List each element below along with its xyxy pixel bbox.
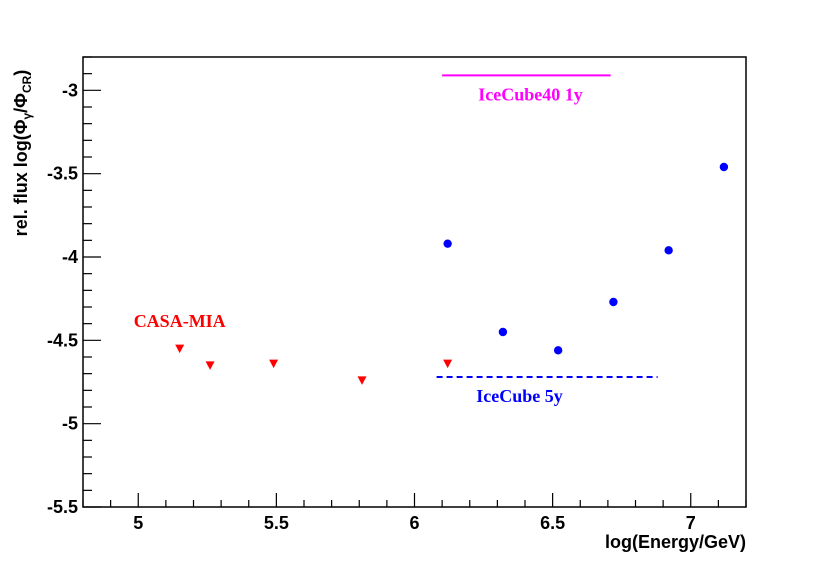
x-tick-label: 6 bbox=[409, 513, 419, 533]
limit-lines bbox=[436, 74, 658, 378]
data-point bbox=[498, 327, 508, 337]
x-tick-label: 7 bbox=[686, 513, 696, 533]
annotation-label: IceCube40 1y bbox=[478, 84, 583, 104]
data-point bbox=[609, 297, 618, 307]
y-axis-ticks bbox=[83, 56, 101, 508]
y-tick-label: -5 bbox=[62, 414, 78, 434]
data-point bbox=[553, 346, 563, 355]
y-axis-title-slash: / bbox=[11, 108, 31, 113]
casa-mia-point bbox=[205, 361, 215, 370]
data-point bbox=[664, 246, 673, 255]
y-tick-label: -5.5 bbox=[47, 497, 78, 517]
y-axis-title-phi-2: Φ bbox=[11, 93, 31, 108]
y-tick-label: -4.5 bbox=[47, 330, 78, 350]
annotation-label: CASA-MIA bbox=[134, 311, 226, 331]
annotation-label: IceCube 5y bbox=[476, 386, 563, 406]
y-tick-label: -3 bbox=[62, 80, 78, 100]
y-axis-title-cr: CR bbox=[20, 75, 34, 93]
y-tick-label: -4 bbox=[62, 247, 78, 267]
y-axis-title-prefix: rel. flux log( bbox=[11, 134, 31, 236]
casa-mia-point bbox=[443, 359, 453, 369]
casa-mia-point bbox=[269, 359, 279, 369]
data-point bbox=[443, 239, 452, 248]
y-tick-label: -3.5 bbox=[47, 164, 78, 184]
y-axis-title-phi: Φ bbox=[11, 119, 31, 134]
casa-mia-point bbox=[175, 344, 185, 354]
x-tick-label: 6.5 bbox=[540, 513, 565, 533]
x-tick-label: 5.5 bbox=[264, 513, 289, 533]
annotations: IceCube40 1y IceCube 5y CASA-MIA bbox=[134, 84, 583, 406]
data-points bbox=[175, 162, 729, 385]
casa-mia-point bbox=[357, 376, 367, 385]
y-axis-tick-labels: -5.5 -5 -4.5 -4 -3.5 -3 bbox=[47, 80, 78, 517]
y-axis-title-gamma: γ bbox=[20, 113, 34, 120]
plot-frame bbox=[82, 56, 747, 508]
x-tick-label: 5 bbox=[133, 513, 143, 533]
data-point bbox=[719, 162, 729, 172]
x-axis-ticks bbox=[82, 493, 747, 507]
y-axis-title-suffix: ) bbox=[11, 70, 31, 76]
y-axis-title: rel. flux log(Φγ/ΦCR) bbox=[11, 70, 34, 237]
x-axis-title: log(Energy/GeV) bbox=[605, 532, 746, 552]
x-axis-tick-labels: 5 5.5 6 6.5 7 bbox=[133, 513, 696, 533]
